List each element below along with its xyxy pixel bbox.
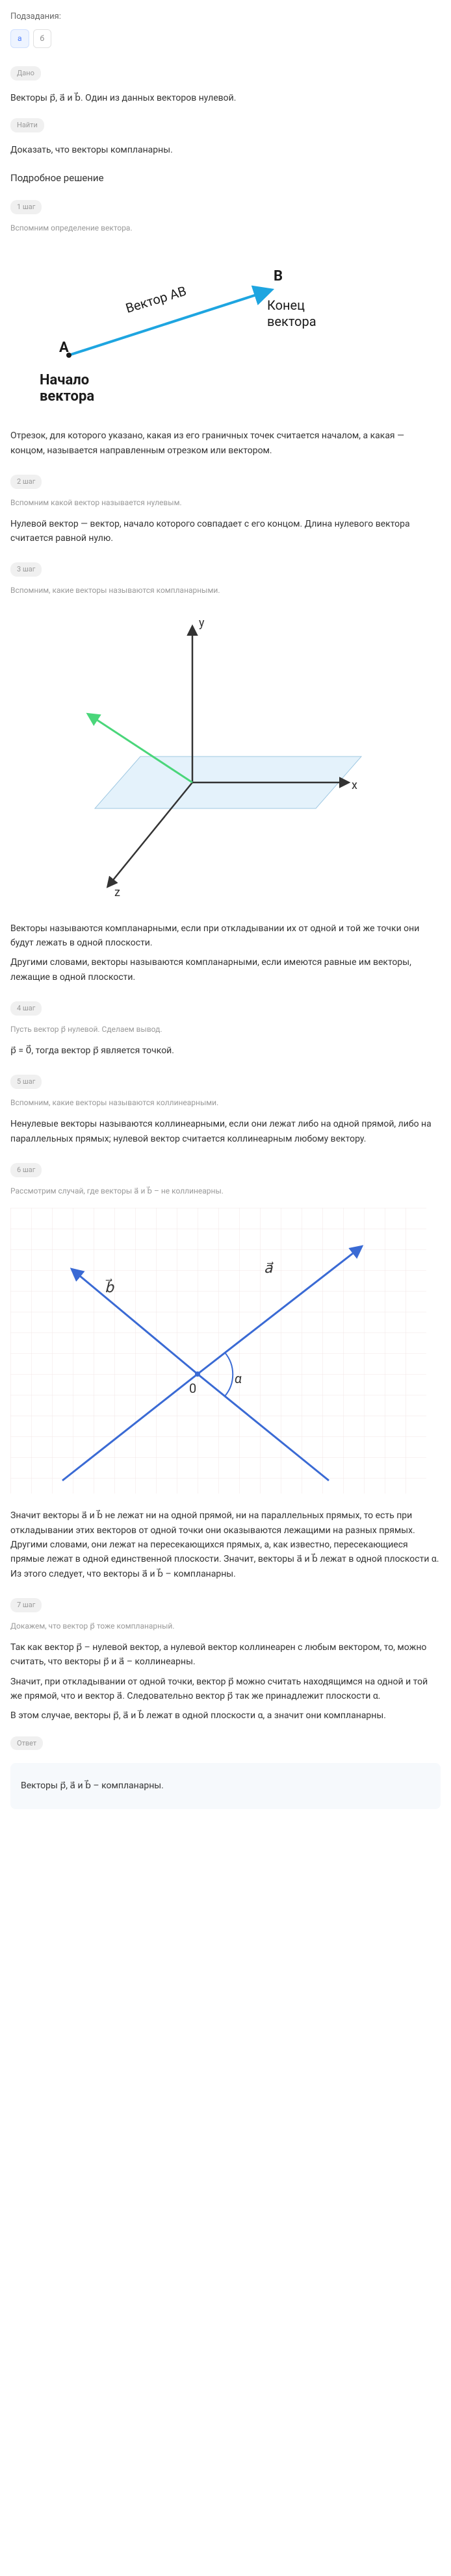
step-6-tag: 6 шаг: [10, 1163, 42, 1177]
given-text: Векторы p⃗, a⃗ и b⃗. Один из данных вект…: [10, 91, 441, 105]
find-text: Доказать, что векторы компланарны.: [10, 143, 441, 157]
step-2-tag: 2 шаг: [10, 475, 42, 489]
vec-b-label: b⃗: [105, 1279, 114, 1296]
tab-a[interactable]: а: [10, 29, 29, 48]
tag-find: Найти: [10, 118, 44, 132]
step-1-muted: Вспомним определение вектора.: [10, 222, 441, 234]
tag-answer: Ответ: [10, 1736, 43, 1751]
figure-two-vectors: 0 α a⃗ b⃗: [10, 1208, 441, 1498]
subtasks-label: Подзадания:: [10, 10, 441, 24]
solution-heading: Подробное решение: [10, 170, 441, 186]
origin-label: 0: [189, 1381, 196, 1396]
label-a: A: [59, 340, 69, 356]
step-7-tag: 7 шаг: [10, 1598, 42, 1612]
step-7-muted: Докажем, что вектор p⃗ тоже компланарный…: [10, 1620, 441, 1632]
tag-given: Дано: [10, 66, 41, 81]
label-end-1: Конец: [267, 297, 305, 313]
para-2: Нулевой вектор — вектор, начало которого…: [10, 517, 441, 546]
step-2-muted: Вспомним какой вектор называется нулевым…: [10, 497, 441, 509]
angle-label: α: [235, 1371, 242, 1386]
axis-z-label: z: [114, 886, 120, 899]
subtask-tabs: а б: [10, 29, 441, 48]
step-3-muted: Вспомним, какие векторы называются компл…: [10, 584, 441, 597]
label-end-2: вектора: [267, 314, 316, 329]
grid-bg: [10, 1208, 426, 1494]
step-4-muted: Пусть вектор p⃗ нулевой. Сделаем вывод.: [10, 1023, 441, 1036]
para-7: Значит векторы a⃗ и b⃗ не лежат ни на од…: [10, 1508, 441, 1581]
step-6-muted: Рассмотрим случай, где векторы a⃗ и b⃗ –…: [10, 1185, 441, 1197]
axis-y-label: y: [199, 616, 205, 630]
para-1: Отрезок, для которого указано, какая из …: [10, 429, 441, 458]
vec-a-label: a⃗: [264, 1260, 274, 1277]
label-vector-ab: Вектор AB: [123, 282, 188, 316]
step-5-muted: Вспомним, какие векторы называются колли…: [10, 1097, 441, 1109]
para-3: Векторы называются компланарными, если п…: [10, 921, 441, 951]
para-10: В этом случае, векторы p⃗, a⃗ и b⃗ лежат…: [10, 1708, 441, 1723]
para-4: Другими словами, векторы называются комп…: [10, 955, 441, 984]
origin-point: [195, 1371, 200, 1377]
step-1-tag: 1 шаг: [10, 200, 42, 214]
label-start-1: Начало: [40, 372, 89, 388]
label-b: B: [274, 268, 283, 284]
step-4-tag: 4 шаг: [10, 1001, 42, 1016]
figure-3d-plane: y x z: [10, 607, 441, 910]
para-8: Так как вектор p⃗ – нулевой вектор, а ну…: [10, 1640, 441, 1669]
answer-text: Векторы p⃗, a⃗ и b⃗ – компланарны.: [21, 1779, 430, 1793]
label-start-2: вектора: [40, 388, 94, 405]
para-6: Ненулевые векторы называются коллинеарны…: [10, 1117, 441, 1146]
figure-vector-ab: A B Вектор AB Конец вектора Начало векто…: [10, 245, 441, 418]
answer-box: Векторы p⃗, a⃗ и b⃗ – компланарны.: [10, 1763, 441, 1808]
step-3-tag: 3 шаг: [10, 562, 42, 577]
step-5-tag: 5 шаг: [10, 1075, 42, 1089]
para-9: Значит, при откладывании от одной точки,…: [10, 1675, 441, 1704]
para-5: p⃗ = 0⃗, тогда вектор p⃗ является точкой…: [10, 1044, 441, 1058]
axis-x-label: x: [352, 779, 357, 792]
tab-b[interactable]: б: [33, 29, 52, 48]
